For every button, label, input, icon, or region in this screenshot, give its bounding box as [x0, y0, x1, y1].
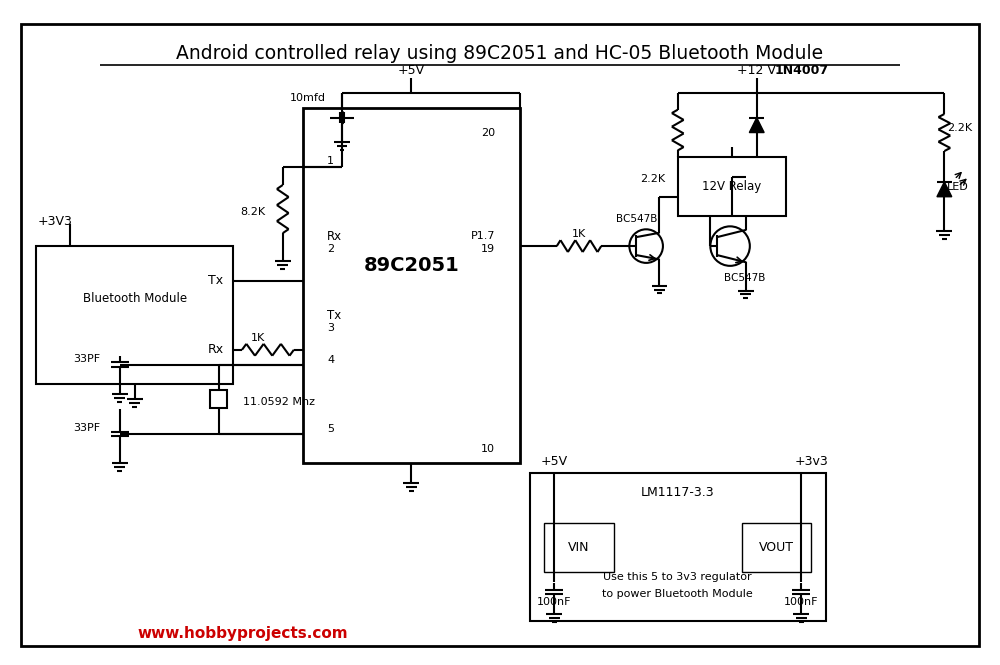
- Bar: [36, 246, 233, 384]
- Text: 2: 2: [327, 244, 334, 254]
- Text: 2.2K: 2.2K: [947, 122, 972, 132]
- Text: Rx: Rx: [207, 343, 224, 356]
- Text: 4: 4: [327, 354, 334, 364]
- Text: LED: LED: [947, 182, 969, 192]
- Text: 33PF: 33PF: [73, 354, 100, 364]
- Text: 8.2K: 8.2K: [240, 207, 265, 217]
- Text: Bluetooth Module: Bluetooth Module: [83, 292, 187, 305]
- Text: 1: 1: [327, 156, 334, 166]
- Text: 10mfd: 10mfd: [289, 93, 325, 103]
- Text: 5: 5: [327, 424, 334, 434]
- Text: 2.2K: 2.2K: [640, 174, 666, 184]
- Bar: [530, 473, 826, 621]
- Text: 12V Relay: 12V Relay: [702, 180, 762, 194]
- Text: 20: 20: [481, 128, 495, 138]
- Text: VIN: VIN: [568, 541, 590, 554]
- Bar: [210, 390, 227, 408]
- Text: BC547B: BC547B: [616, 214, 657, 224]
- Bar: [544, 523, 614, 572]
- Text: www.hobbyprojects.com: www.hobbyprojects.com: [138, 626, 349, 640]
- Polygon shape: [937, 182, 952, 197]
- Text: 33PF: 33PF: [73, 423, 100, 433]
- Text: +3v3: +3v3: [794, 455, 828, 468]
- Text: +5V: +5V: [398, 64, 425, 77]
- Text: Tx: Tx: [327, 309, 341, 322]
- Text: to power Bluetooth Module: to power Bluetooth Module: [602, 589, 753, 598]
- Text: Android controlled relay using 89C2051 and HC-05 Bluetooth Module: Android controlled relay using 89C2051 a…: [176, 44, 824, 63]
- Text: 100nF: 100nF: [784, 597, 818, 606]
- Bar: [303, 108, 520, 464]
- Text: +5V: +5V: [541, 455, 568, 468]
- Text: +12 V: +12 V: [737, 64, 776, 77]
- Text: BC547B: BC547B: [724, 273, 766, 283]
- Text: Rx: Rx: [327, 229, 342, 243]
- Text: 100nF: 100nF: [537, 597, 572, 606]
- Text: LM1117-3.3: LM1117-3.3: [641, 487, 715, 499]
- Text: 10: 10: [481, 444, 495, 454]
- Text: +3V3: +3V3: [38, 215, 73, 228]
- Bar: [678, 157, 786, 217]
- Text: VOUT: VOUT: [759, 541, 794, 554]
- Text: Use this 5 to 3v3 regulator: Use this 5 to 3v3 regulator: [603, 572, 752, 582]
- Text: 19: 19: [481, 244, 495, 254]
- Text: 1K: 1K: [572, 229, 586, 239]
- Text: 3: 3: [327, 323, 334, 333]
- Polygon shape: [749, 118, 764, 132]
- Text: 1N4007: 1N4007: [774, 64, 828, 77]
- Text: 11.0592 Mhz: 11.0592 Mhz: [243, 397, 315, 407]
- Text: 89C2051: 89C2051: [363, 256, 459, 275]
- Text: P1.7: P1.7: [471, 231, 495, 241]
- Bar: [742, 523, 811, 572]
- Text: Tx: Tx: [208, 274, 224, 287]
- Text: 1K: 1K: [251, 333, 265, 343]
